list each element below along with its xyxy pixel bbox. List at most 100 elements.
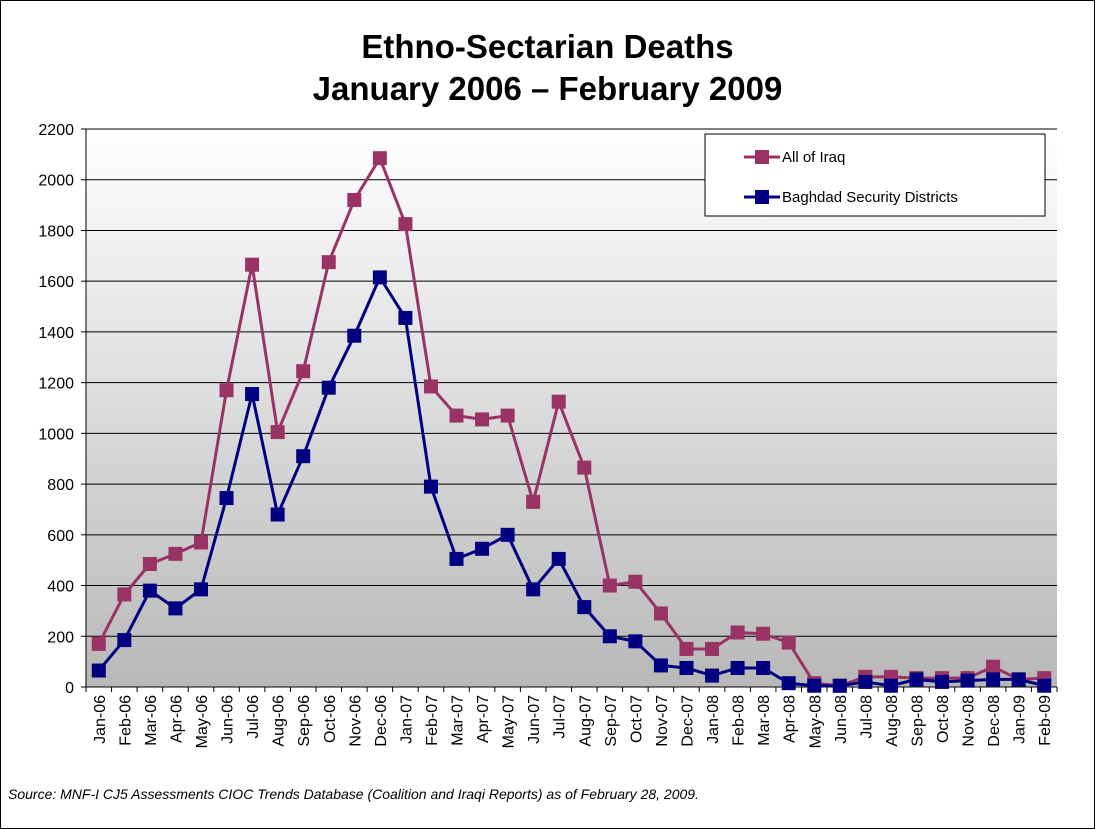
data-point — [705, 668, 720, 683]
data-point — [296, 449, 311, 464]
data-point — [705, 641, 720, 656]
data-point — [935, 674, 950, 689]
legend-label: All of Iraq — [782, 149, 845, 166]
series-1 — [91, 270, 1052, 693]
y-tick-label: 200 — [47, 629, 74, 646]
y-tick-label: 2200 — [38, 122, 74, 139]
data-point — [730, 625, 745, 640]
x-tick-label: Jun-06 — [220, 695, 237, 744]
data-point — [500, 527, 515, 542]
x-tick-label: Nov-08 — [961, 695, 978, 747]
x-tick-label: Oct-06 — [322, 695, 339, 743]
y-tick-label: 600 — [47, 528, 74, 545]
data-point — [117, 587, 132, 602]
data-point — [321, 255, 336, 270]
x-tick-label: Jul-07 — [552, 695, 569, 739]
source-note: Source: MNF-I CJ5 Assessments CIOC Trend… — [8, 786, 699, 802]
x-tick-label: Sep-06 — [296, 695, 313, 747]
data-point — [679, 641, 694, 656]
data-point — [398, 310, 413, 325]
data-point — [91, 636, 106, 651]
data-point — [449, 551, 464, 566]
y-tick-label: 0 — [65, 680, 74, 697]
data-point — [193, 535, 208, 550]
x-tick-label: Aug-06 — [271, 695, 288, 747]
legend-marker — [755, 190, 769, 204]
data-point — [577, 600, 592, 615]
data-point — [551, 551, 566, 566]
data-point — [449, 408, 464, 423]
x-tick-label: Jan-09 — [1012, 695, 1029, 744]
x-tick-label: Jan-07 — [398, 695, 415, 744]
data-point — [193, 582, 208, 597]
y-tick-label: 1200 — [38, 376, 74, 393]
x-tick-label: Dec-07 — [679, 695, 696, 747]
data-point — [883, 678, 898, 693]
y-tick-label: 1000 — [38, 426, 74, 443]
data-point — [781, 635, 796, 650]
data-point — [398, 217, 413, 232]
data-point — [602, 578, 617, 593]
y-tick-label: 1600 — [38, 274, 74, 291]
x-tick-label: Feb-06 — [117, 695, 134, 746]
data-point — [679, 660, 694, 675]
data-point — [986, 659, 1001, 674]
x-tick-label: Mar-07 — [450, 695, 467, 746]
data-point — [756, 626, 771, 641]
data-point — [986, 672, 1001, 687]
data-point — [500, 408, 515, 423]
data-point — [423, 479, 438, 494]
data-point — [730, 660, 745, 675]
data-point — [628, 634, 643, 649]
x-tick-label: Jul-06 — [245, 695, 262, 739]
data-point — [347, 193, 362, 208]
x-tick-label: Jan-06 — [92, 695, 109, 744]
data-point — [270, 507, 285, 522]
x-tick-label: May-07 — [501, 695, 518, 748]
x-tick-label: Mar-06 — [143, 695, 160, 746]
legend-label: Baghdad Security Districts — [782, 189, 958, 206]
data-point — [653, 658, 668, 673]
chart-title: Ethno-Sectarian Deaths January 2006 – Fe… — [0, 26, 1095, 110]
data-point — [756, 660, 771, 675]
x-tick-label: Apr-07 — [475, 695, 492, 743]
data-point — [117, 633, 132, 648]
data-point — [832, 678, 847, 693]
data-point — [245, 387, 260, 402]
data-point — [653, 606, 668, 621]
data-point — [423, 379, 438, 394]
x-tick-label: Jun-07 — [526, 695, 543, 744]
data-point — [245, 257, 260, 272]
x-tick-label: Feb-07 — [424, 695, 441, 746]
x-tick-label: Nov-07 — [654, 695, 671, 747]
data-point — [475, 541, 490, 556]
data-point — [219, 383, 234, 398]
data-point — [168, 601, 183, 616]
legend-marker — [755, 150, 769, 164]
y-tick-label: 1400 — [38, 325, 74, 342]
data-point — [577, 460, 592, 475]
x-tick-label: Jun-08 — [833, 695, 850, 744]
data-point — [321, 380, 336, 395]
x-tick-label: Dec-08 — [986, 695, 1003, 747]
series-0 — [91, 151, 1052, 693]
y-tick-label: 1800 — [38, 223, 74, 240]
x-tick-label: Apr-06 — [168, 695, 185, 743]
data-point — [807, 678, 822, 693]
x-tick-label: Mar-08 — [756, 695, 773, 746]
data-point — [526, 494, 541, 509]
x-tick-label: Feb-08 — [731, 695, 748, 746]
x-tick-label: May-08 — [807, 695, 824, 748]
legend: All of Iraq Baghdad Security Districts — [704, 133, 1046, 217]
data-point — [372, 270, 387, 285]
y-tick-label: 800 — [47, 477, 74, 494]
data-point — [142, 556, 157, 571]
data-point — [551, 394, 566, 409]
data-point — [526, 582, 541, 597]
data-point — [1037, 678, 1052, 693]
y-tick-label: 2000 — [38, 173, 74, 190]
x-tick-label: Oct-08 — [935, 695, 952, 743]
chart-title-line-2: January 2006 – February 2009 — [312, 70, 783, 107]
data-point — [960, 673, 975, 688]
